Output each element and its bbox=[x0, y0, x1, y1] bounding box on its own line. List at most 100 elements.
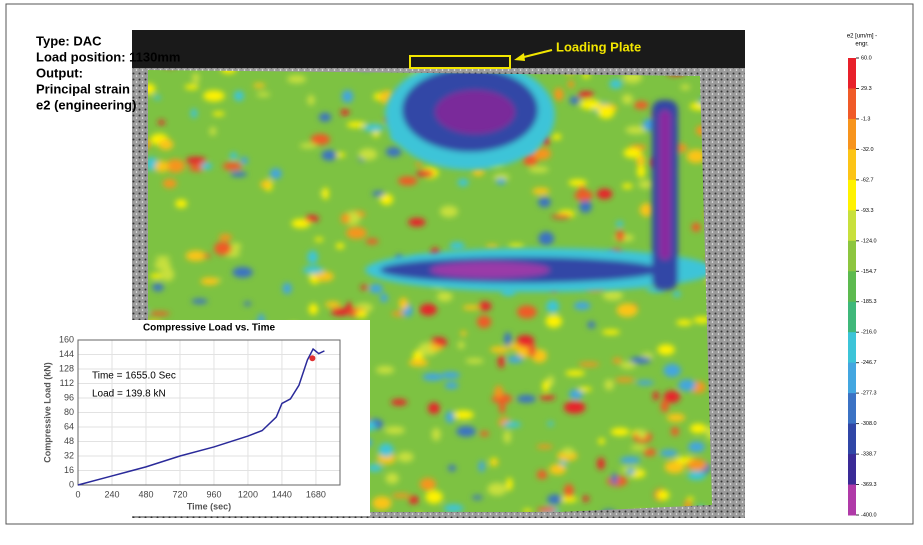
spot bbox=[569, 96, 580, 104]
y-tick-label: 16 bbox=[64, 465, 74, 475]
colorbar-label: -216.0 bbox=[861, 330, 877, 336]
spot bbox=[517, 305, 537, 318]
spot bbox=[287, 75, 306, 83]
spot bbox=[564, 401, 586, 413]
spot bbox=[428, 403, 440, 415]
spot bbox=[342, 90, 353, 103]
spot bbox=[546, 300, 559, 313]
spot bbox=[192, 73, 199, 84]
colorbar-label: -62.7 bbox=[861, 177, 874, 183]
annotation: Time = 1655.0 Sec bbox=[92, 371, 176, 382]
spot bbox=[230, 152, 238, 159]
spot bbox=[547, 421, 553, 426]
spot bbox=[204, 254, 211, 258]
x-tick-label: 1440 bbox=[272, 489, 292, 499]
colorbar-label: -369.3 bbox=[861, 482, 877, 488]
spot bbox=[579, 200, 591, 213]
spot bbox=[603, 290, 623, 301]
colorbar-label: 29.3 bbox=[861, 86, 872, 92]
y-tick-label: 64 bbox=[64, 421, 74, 431]
spot bbox=[307, 95, 314, 105]
spot bbox=[440, 206, 458, 218]
colorbar-label: -124.0 bbox=[861, 238, 877, 244]
spot bbox=[230, 171, 247, 177]
colorbar-segment bbox=[848, 58, 856, 89]
spot bbox=[392, 493, 411, 498]
spot bbox=[341, 109, 350, 115]
spot bbox=[687, 471, 705, 480]
spot bbox=[617, 303, 638, 317]
y-axis-label: Compressive Load (kN) bbox=[42, 362, 52, 463]
spot bbox=[663, 364, 681, 377]
spot bbox=[463, 305, 480, 310]
spot bbox=[425, 490, 442, 503]
spot bbox=[611, 473, 617, 485]
spot bbox=[578, 91, 594, 98]
spot bbox=[485, 244, 498, 248]
spot bbox=[622, 94, 633, 104]
spot bbox=[472, 495, 483, 499]
colorbar-label: -154.7 bbox=[861, 269, 877, 275]
colorbar: e2 [um/m] -engr.60.029.3-1.3-32.0-62.7-9… bbox=[847, 34, 877, 519]
colorbar-segment bbox=[848, 424, 856, 455]
spot bbox=[369, 284, 383, 294]
spot bbox=[386, 473, 399, 484]
spot bbox=[212, 112, 224, 116]
spot bbox=[688, 442, 705, 453]
spot bbox=[223, 162, 242, 170]
spot bbox=[465, 358, 483, 364]
spot bbox=[597, 189, 613, 200]
spot bbox=[598, 438, 605, 444]
spot bbox=[609, 79, 622, 89]
spot bbox=[667, 413, 685, 421]
info-line: Output: bbox=[36, 65, 83, 80]
spot bbox=[386, 147, 402, 157]
spot bbox=[680, 84, 690, 90]
spot bbox=[385, 426, 405, 434]
spot bbox=[161, 268, 174, 282]
spot bbox=[376, 366, 394, 374]
spot bbox=[155, 161, 169, 172]
spot bbox=[152, 283, 164, 291]
spot bbox=[578, 362, 599, 366]
spot bbox=[307, 250, 318, 263]
spot bbox=[538, 232, 554, 246]
spot bbox=[575, 190, 593, 201]
spot bbox=[644, 448, 657, 456]
spot bbox=[574, 302, 591, 310]
spot bbox=[372, 496, 391, 510]
spot bbox=[480, 431, 489, 436]
colorbar-segment bbox=[848, 332, 856, 363]
spot bbox=[657, 344, 674, 355]
spot bbox=[547, 494, 562, 504]
colorbar-segment bbox=[848, 485, 856, 516]
spot bbox=[378, 443, 393, 456]
spot bbox=[372, 191, 385, 196]
spot bbox=[409, 359, 429, 366]
spot bbox=[653, 391, 659, 400]
spot bbox=[490, 346, 509, 352]
spot bbox=[554, 88, 563, 101]
spot bbox=[546, 315, 562, 328]
spot bbox=[532, 188, 549, 195]
spot bbox=[256, 92, 270, 97]
spot bbox=[429, 345, 442, 351]
spot bbox=[587, 321, 595, 328]
spot bbox=[487, 483, 506, 496]
spot bbox=[422, 373, 443, 381]
spot bbox=[671, 427, 679, 436]
colorbar-label: -277.3 bbox=[861, 391, 877, 397]
colorbar-label: -32.0 bbox=[861, 147, 874, 153]
spot bbox=[209, 127, 216, 136]
spot bbox=[661, 400, 669, 413]
chart-title: Compressive Load vs. Time bbox=[143, 323, 276, 334]
spot bbox=[309, 304, 318, 315]
colorbar-segment bbox=[848, 88, 856, 119]
colorbar-title: engr. bbox=[855, 42, 869, 48]
spot bbox=[356, 311, 367, 318]
spot bbox=[366, 238, 379, 244]
spot bbox=[149, 312, 170, 316]
colorbar-segment bbox=[848, 363, 856, 394]
spot bbox=[491, 460, 499, 464]
spot bbox=[529, 166, 549, 172]
